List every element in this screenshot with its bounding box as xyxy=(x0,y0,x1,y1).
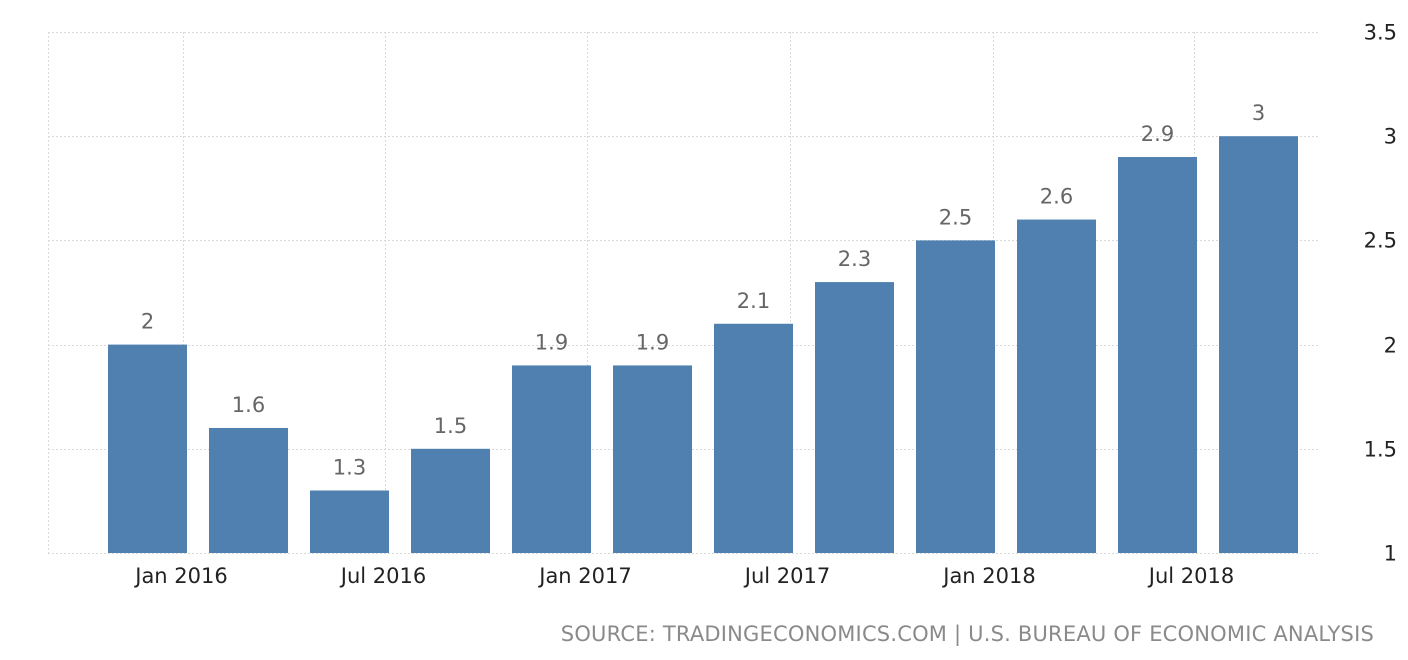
bar xyxy=(411,448,490,553)
bar xyxy=(815,282,894,553)
bar xyxy=(613,365,692,553)
y-tick-label: 1.5 xyxy=(1364,438,1397,462)
data-label: 1.5 xyxy=(434,414,467,438)
source-note: SOURCE: TRADINGECONOMICS.COM | U.S. BURE… xyxy=(560,622,1374,646)
data-label: 1.9 xyxy=(535,330,568,354)
bar xyxy=(1017,219,1096,553)
x-tick-label: Jan 2017 xyxy=(537,564,632,588)
x-axis-tick-labels: Jan 2016 Jul 2016 Jan 2017 Jul 2017 Jan 2018… xyxy=(133,564,1234,588)
y-axis-tick-labels: 1 1.5 2 2.5 3 3.5 xyxy=(1364,21,1397,566)
bar xyxy=(310,490,389,553)
bars xyxy=(108,136,1298,554)
x-tick-label: Jan 2016 xyxy=(133,564,228,588)
bar xyxy=(1219,136,1298,553)
y-tick-label: 3.5 xyxy=(1364,21,1397,45)
bar xyxy=(209,427,288,553)
bar xyxy=(1118,157,1197,554)
y-tick-label: 2 xyxy=(1384,334,1397,358)
data-label: 2.6 xyxy=(1040,185,1073,209)
data-label: 1.9 xyxy=(636,330,669,354)
y-tick-label: 3 xyxy=(1384,125,1397,149)
bar xyxy=(108,344,187,553)
data-label: 2.3 xyxy=(838,247,871,271)
x-tick-label: Jul 2016 xyxy=(339,564,426,588)
data-labels: 2 1.6 1.3 1.5 1.9 1.9 2.1 2.3 2.5 2.6 2.9 3 xyxy=(141,101,1265,479)
data-label: 2.5 xyxy=(939,205,972,229)
data-label: 1.6 xyxy=(232,393,265,417)
y-tick-label: 1 xyxy=(1384,542,1397,566)
data-label: 1.3 xyxy=(333,455,366,479)
data-label: 2.1 xyxy=(737,289,770,313)
bar xyxy=(512,365,591,553)
bar xyxy=(916,240,995,553)
bar xyxy=(714,323,793,553)
data-label: 3 xyxy=(1252,101,1265,125)
data-label: 2 xyxy=(141,310,154,334)
data-label: 2.9 xyxy=(1141,122,1174,146)
x-tick-label: Jul 2017 xyxy=(743,564,830,588)
x-tick-label: Jul 2018 xyxy=(1147,564,1234,588)
x-tick-label: Jan 2018 xyxy=(941,564,1036,588)
y-tick-label: 2.5 xyxy=(1364,229,1397,253)
